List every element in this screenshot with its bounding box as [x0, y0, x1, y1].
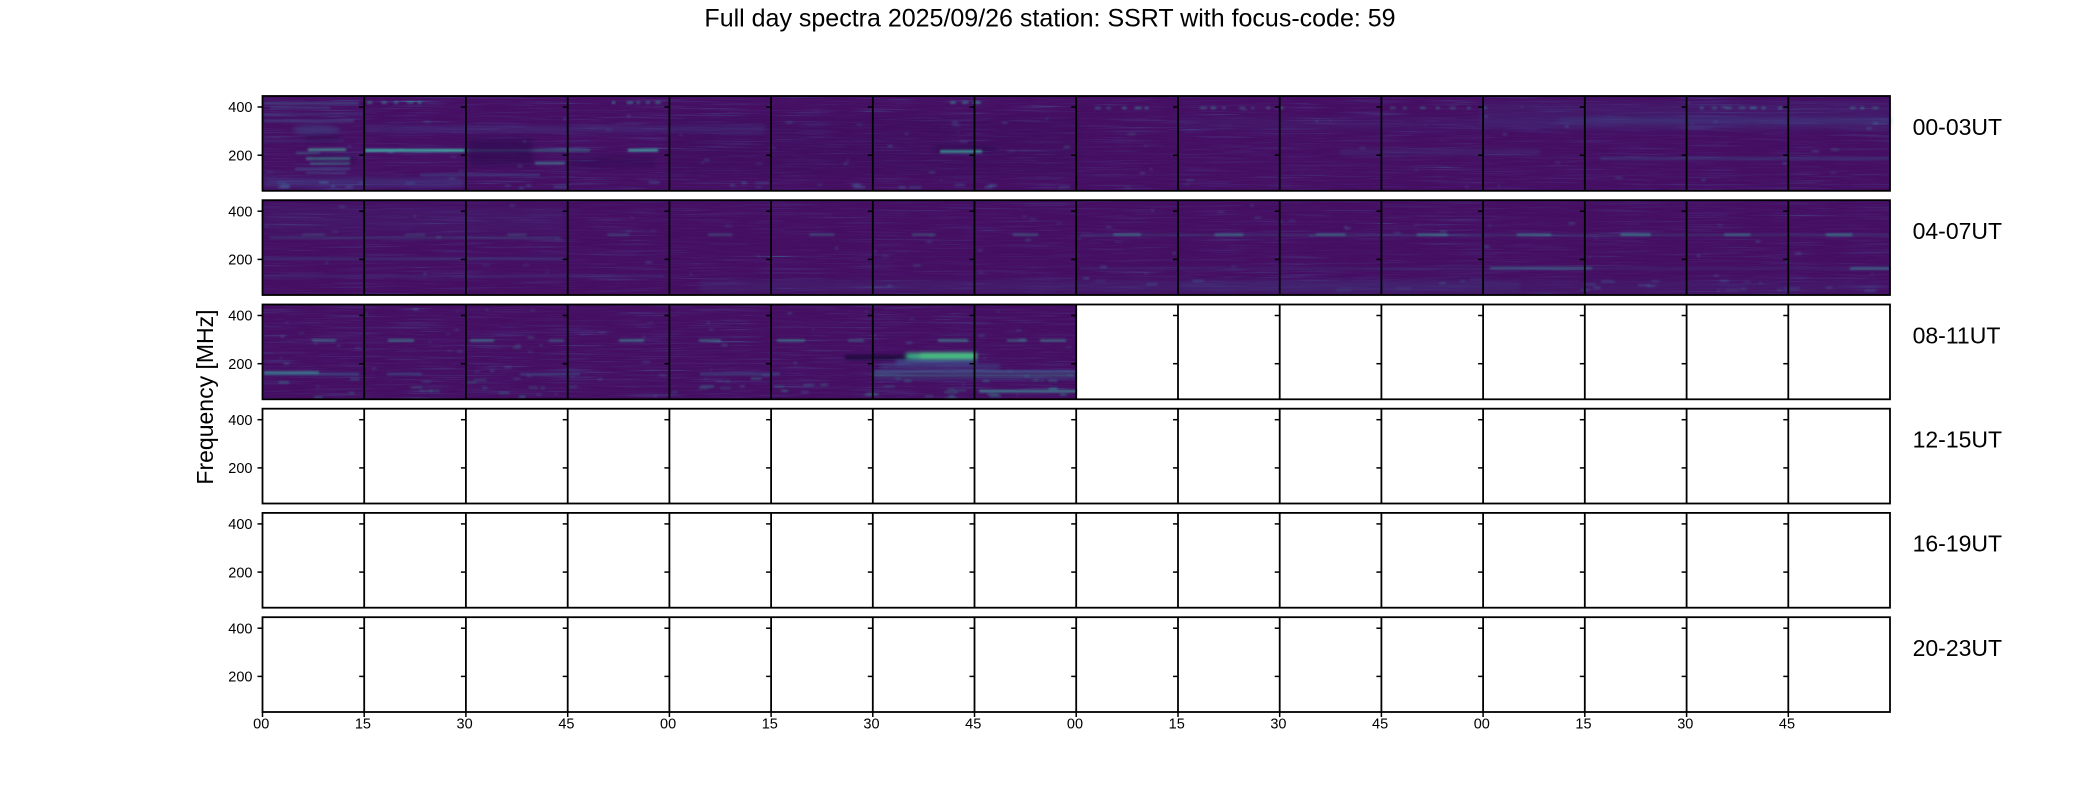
svg-text:00: 00	[1067, 716, 1083, 732]
svg-text:20-23UT: 20-23UT	[1913, 635, 2002, 661]
svg-text:400: 400	[228, 100, 252, 116]
svg-text:30: 30	[1677, 716, 1693, 732]
svg-text:45: 45	[1779, 716, 1795, 732]
svg-text:400: 400	[228, 621, 252, 637]
svg-text:30: 30	[863, 716, 879, 732]
svg-text:200: 200	[228, 565, 252, 581]
svg-text:Full day spectra 2025/09/26 st: Full day spectra 2025/09/26 station: SSR…	[704, 5, 1395, 33]
svg-text:45: 45	[965, 716, 981, 732]
svg-text:04-07UT: 04-07UT	[1913, 218, 2002, 244]
svg-text:200: 200	[228, 461, 252, 477]
svg-text:200: 200	[228, 670, 252, 686]
svg-text:15: 15	[355, 716, 371, 732]
svg-text:00: 00	[1474, 716, 1490, 732]
svg-text:400: 400	[228, 413, 252, 429]
svg-text:45: 45	[1372, 716, 1388, 732]
svg-text:400: 400	[228, 204, 252, 220]
svg-text:15: 15	[762, 716, 778, 732]
svg-text:45: 45	[558, 716, 574, 732]
svg-text:30: 30	[1270, 716, 1286, 732]
svg-text:08-11UT: 08-11UT	[1913, 322, 2001, 348]
svg-text:200: 200	[228, 357, 252, 373]
svg-text:15: 15	[1575, 716, 1591, 732]
svg-text:00: 00	[660, 716, 676, 732]
svg-text:15: 15	[1169, 716, 1185, 732]
svg-text:200: 200	[228, 148, 252, 164]
svg-text:400: 400	[228, 309, 252, 325]
svg-text:00: 00	[253, 716, 269, 732]
svg-text:00-03UT: 00-03UT	[1913, 114, 2002, 140]
svg-text:30: 30	[457, 716, 473, 732]
svg-text:200: 200	[228, 253, 252, 269]
svg-text:Frequency [MHz]: Frequency [MHz]	[192, 309, 218, 484]
svg-text:12-15UT: 12-15UT	[1913, 427, 2002, 453]
svg-text:16-19UT: 16-19UT	[1913, 531, 2002, 557]
svg-text:400: 400	[228, 517, 252, 533]
